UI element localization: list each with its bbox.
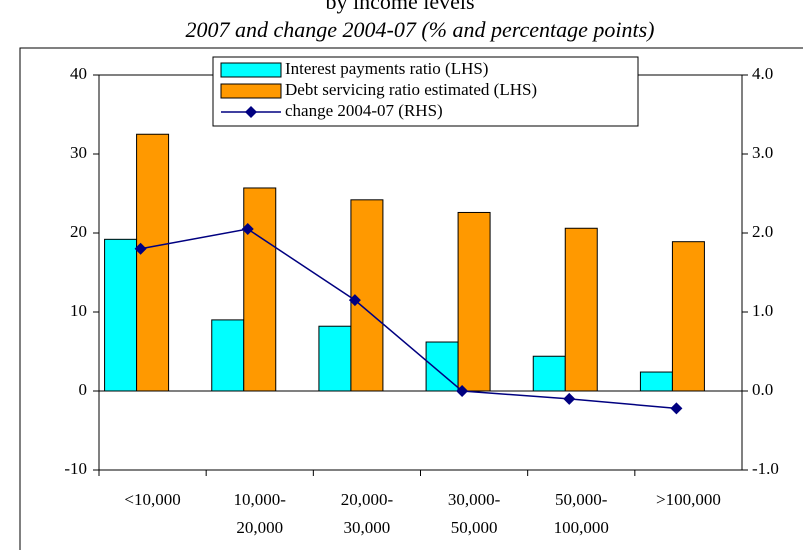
bar	[671, 241, 705, 392]
bar	[532, 355, 566, 392]
y2-tick-label: 1.0	[752, 301, 773, 320]
y-tick-label: 20	[70, 222, 87, 241]
x-tick-label: 30,000-50,000	[448, 490, 501, 537]
line-marker	[241, 223, 254, 236]
bar	[639, 371, 673, 392]
line-marker	[670, 402, 683, 415]
y-tick-label: 30	[70, 143, 87, 162]
line-marker	[563, 392, 576, 405]
y2-tick-label: -1.0	[752, 459, 779, 478]
x-tick-label: 50,000-100,000	[554, 490, 609, 537]
bar	[564, 227, 598, 392]
bar	[350, 199, 384, 392]
y2-tick-label: 4.0	[752, 64, 773, 83]
legend-label: Debt servicing ratio estimated (LHS)	[285, 80, 537, 99]
y-tick-label: 0	[79, 380, 88, 399]
y-tick-label: -10	[64, 459, 87, 478]
plot-area	[98, 74, 743, 471]
x-tick-label: >100,000	[656, 490, 721, 509]
line-marker	[456, 385, 469, 397]
y-tick-label: 10	[70, 301, 87, 320]
legend	[212, 56, 639, 127]
x-tick-label: 20,000-30,000	[341, 490, 394, 537]
x-tick-label: <10,000	[124, 490, 180, 509]
bar	[457, 211, 491, 392]
legend-swatch	[220, 62, 282, 78]
line-marker	[134, 242, 147, 255]
legend-label: Interest payments ratio (LHS)	[285, 59, 488, 78]
bar	[243, 187, 277, 392]
line	[140, 228, 677, 410]
y2-tick-label: 2.0	[752, 222, 773, 241]
bar	[211, 319, 245, 392]
bar	[318, 325, 352, 392]
bar	[136, 133, 170, 392]
y2-tick-label: 3.0	[752, 143, 773, 162]
line-marker	[348, 294, 361, 307]
legend-swatch	[220, 83, 282, 99]
x-tick-label: 10,000-20,000	[234, 490, 287, 537]
bar	[104, 238, 138, 392]
legend-marker	[245, 106, 257, 118]
legend-label: change 2004-07 (RHS)	[285, 101, 443, 120]
chart-title: by income levels	[325, 0, 474, 14]
chart-frame	[19, 47, 803, 550]
y2-tick-label: 0.0	[752, 380, 773, 399]
y-tick-label: 40	[70, 64, 87, 83]
chart-subtitle: 2007 and change 2004-07 (% and percentag…	[185, 17, 654, 42]
